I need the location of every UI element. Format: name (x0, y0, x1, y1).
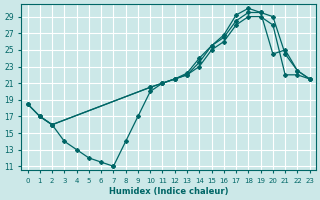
X-axis label: Humidex (Indice chaleur): Humidex (Indice chaleur) (109, 187, 228, 196)
